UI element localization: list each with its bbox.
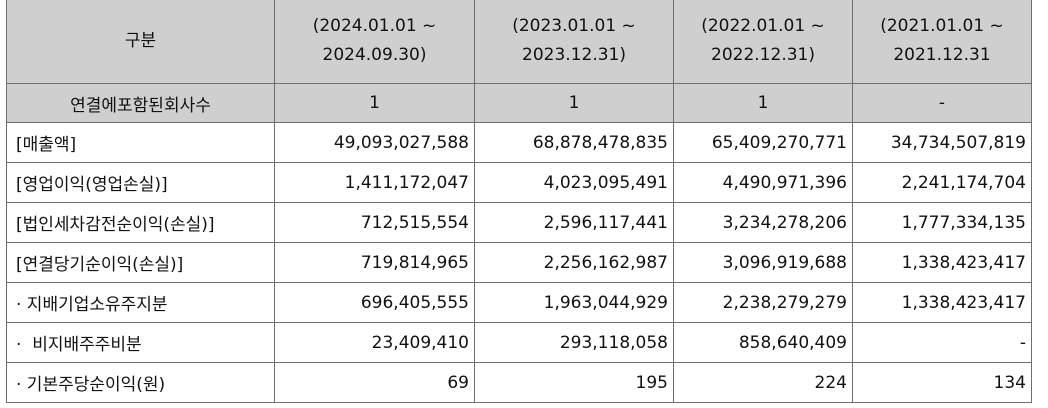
period-end: 2021.12.31 bbox=[893, 45, 991, 65]
period-header-2023: (2023.01.01 ~ 2023.12.31) bbox=[474, 0, 674, 84]
consolidated-companies-row: 연결에포함된회사수 1 1 1 - bbox=[6, 83, 1032, 123]
period-header-2022: (2022.01.01 ~ 2022.12.31) bbox=[673, 0, 853, 84]
period-end: 2022.12.31) bbox=[711, 45, 815, 65]
row-label: · 비지배주주비분 bbox=[6, 322, 275, 363]
table-row-revenue: [매출액] 49,093,027,588 68,878,478,835 65,4… bbox=[6, 122, 1032, 163]
cell-value: 1 bbox=[274, 83, 475, 123]
period-end: 2024.09.30) bbox=[322, 45, 427, 65]
cell-value: 696,405,555 bbox=[274, 282, 475, 323]
cell-value: 23,409,410 bbox=[274, 322, 475, 363]
cell-value: 2,596,117,441 bbox=[474, 202, 674, 243]
financial-summary-table: 구분 (2024.01.01 ~ 2024.09.30) (2023.01.01… bbox=[6, 0, 1032, 403]
cell-value: 4,490,971,396 bbox=[673, 162, 853, 203]
cell-value: 1,411,172,047 bbox=[274, 162, 475, 203]
period-end: 2023.12.31) bbox=[522, 45, 626, 65]
cell-value: 2,256,162,987 bbox=[474, 242, 674, 283]
cell-value: 34,734,507,819 bbox=[852, 122, 1032, 163]
row-label: [법인세차감전순이익(손실)] bbox=[6, 202, 275, 243]
cell-value: 2,238,279,279 bbox=[673, 282, 853, 323]
cell-value: 224 bbox=[673, 362, 853, 403]
cell-value: 1,338,423,417 bbox=[852, 242, 1032, 283]
period-start: (2024.01.01 ~ bbox=[312, 16, 437, 36]
row-label: [매출액] bbox=[6, 122, 275, 163]
header-label: 구분 bbox=[6, 0, 275, 84]
cell-value: 1 bbox=[673, 83, 853, 123]
cell-value: 195 bbox=[474, 362, 674, 403]
period-start: (2022.01.01 ~ bbox=[701, 16, 825, 36]
row-label: · 지배기업소유주지분 bbox=[6, 282, 275, 323]
cell-value: 3,234,278,206 bbox=[673, 202, 853, 243]
table-row-controlling-interest: · 지배기업소유주지분 696,405,555 1,963,044,929 2,… bbox=[6, 282, 1032, 323]
cell-value: 3,096,919,688 bbox=[673, 242, 853, 283]
cell-value: 1,338,423,417 bbox=[852, 282, 1032, 323]
row-label: [영업이익(영업손실)] bbox=[6, 162, 275, 203]
table-row-non-controlling-interest: · 비지배주주비분 23,409,410 293,118,058 858,640… bbox=[6, 322, 1032, 363]
cell-value: 712,515,554 bbox=[274, 202, 475, 243]
table-row-operating-income: [영업이익(영업손실)] 1,411,172,047 4,023,095,491… bbox=[6, 162, 1032, 203]
table-row-basic-eps: · 기본주당순이익(원) 69 195 224 134 bbox=[6, 362, 1032, 403]
cell-value: 719,814,965 bbox=[274, 242, 475, 283]
row-label: 연결에포함된회사수 bbox=[6, 83, 275, 123]
cell-value: - bbox=[852, 83, 1032, 123]
cell-value: 293,118,058 bbox=[474, 322, 674, 363]
cell-value: - bbox=[852, 322, 1032, 363]
cell-value: 1,963,044,929 bbox=[474, 282, 674, 323]
cell-value: 1 bbox=[474, 83, 674, 123]
table-row-net-income: [연결당기순이익(손실)] 719,814,965 2,256,162,987 … bbox=[6, 242, 1032, 283]
cell-value: 69 bbox=[274, 362, 475, 403]
cell-value: 134 bbox=[852, 362, 1032, 403]
period-header-2024: (2024.01.01 ~ 2024.09.30) bbox=[274, 0, 475, 84]
cell-value: 2,241,174,704 bbox=[852, 162, 1032, 203]
cell-value: 4,023,095,491 bbox=[474, 162, 674, 203]
period-start: (2023.01.01 ~ bbox=[512, 16, 636, 36]
table-row-pretax-income: [법인세차감전순이익(손실)] 712,515,554 2,596,117,44… bbox=[6, 202, 1032, 243]
header-row: 구분 (2024.01.01 ~ 2024.09.30) (2023.01.01… bbox=[6, 0, 1032, 84]
cell-value: 49,093,027,588 bbox=[274, 122, 475, 163]
cell-value: 1,777,334,135 bbox=[852, 202, 1032, 243]
cell-value: 858,640,409 bbox=[673, 322, 853, 363]
row-label: [연결당기순이익(손실)] bbox=[6, 242, 275, 283]
period-start: (2021.01.01 ~ bbox=[880, 16, 1004, 36]
period-header-2021: (2021.01.01 ~ 2021.12.31 bbox=[852, 0, 1032, 84]
cell-value: 68,878,478,835 bbox=[474, 122, 674, 163]
cell-value: 65,409,270,771 bbox=[673, 122, 853, 163]
row-label: · 기본주당순이익(원) bbox=[6, 362, 275, 403]
